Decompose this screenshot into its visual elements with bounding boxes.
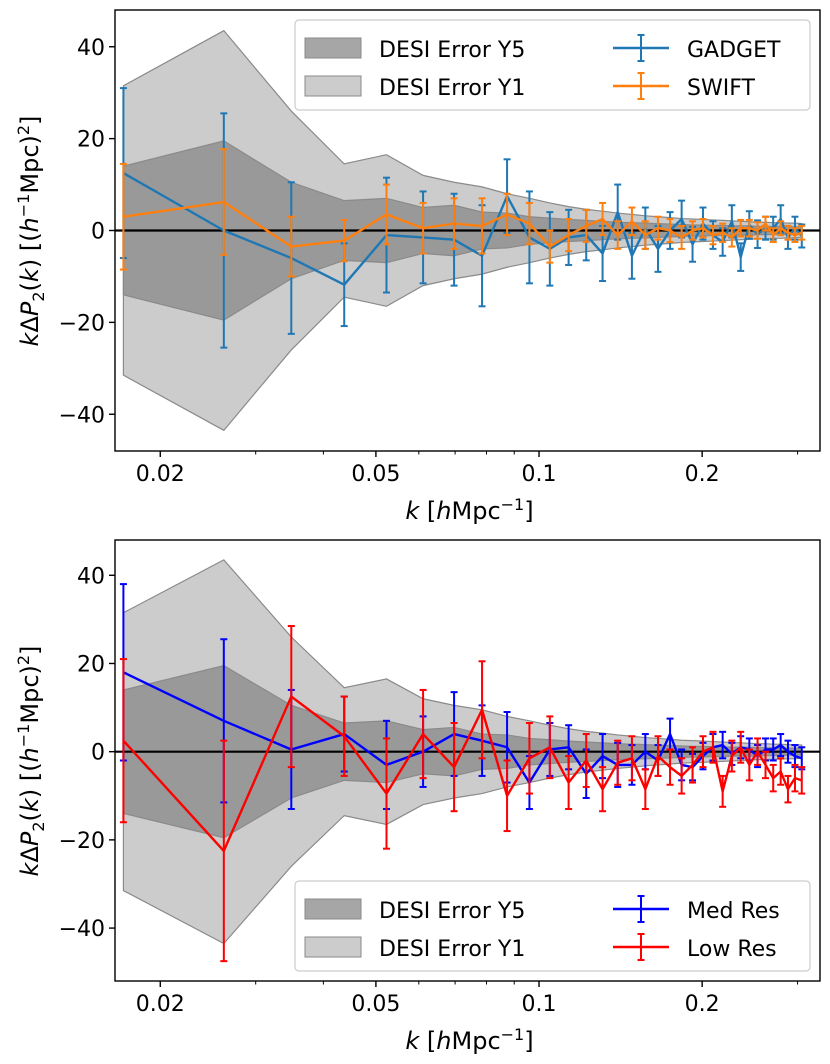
legend: DESI Error Y5 DESI Error Y1 GADGET SWIFT: [294, 19, 811, 111]
y-axis-label: kΔP2(k) [(h−1Mpc)2]: [14, 646, 48, 877]
legend-swatch: [304, 898, 362, 920]
plot-frame: [114, 539, 821, 982]
y-axis-label: kΔP2(k) [(h−1Mpc)2]: [14, 116, 48, 347]
legend-label: DESI Error Y1: [379, 937, 525, 962]
legend-box: [294, 880, 811, 972]
y-tick-label: 20: [77, 128, 105, 153]
y-tick-label: 40: [77, 564, 105, 589]
y-tick-label: 40: [77, 36, 105, 61]
series-low-res: [119, 624, 806, 963]
legend-swatch: [304, 37, 362, 59]
y-tick-label: −40: [59, 403, 105, 428]
legend: DESI Error Y5 DESI Error Y1 Med Res Low Res: [294, 880, 811, 972]
y-tick-label: 0: [91, 220, 105, 245]
chart-panel-2: 40 20 0 −20 −40 0.02 0.05 0.1 0.2 k [hMpc−1] kΔP2(…: [14, 539, 821, 1055]
y-tick-label: −20: [59, 311, 105, 336]
legend-label: Low Res: [687, 937, 777, 962]
legend-swatch: [304, 75, 362, 97]
x-tick-label: 0.1: [522, 462, 557, 487]
series-swift: [119, 148, 806, 278]
legend-label: DESI Error Y1: [379, 76, 525, 101]
legend-swatch: [304, 936, 362, 958]
legend-label: SWIFT: [687, 76, 755, 101]
x-tick-label: 0.05: [351, 462, 400, 487]
y-tick-label: −20: [59, 829, 105, 854]
x-tick-label: 0.05: [351, 992, 400, 1017]
plot-area: [115, 559, 820, 963]
legend-label: GADGET: [687, 38, 781, 63]
x-tick-label: 0.2: [685, 462, 720, 487]
y-tick-label: 20: [77, 652, 105, 677]
plot-area: [115, 29, 820, 432]
x-tick-label: 0.02: [136, 992, 185, 1017]
x-tick-label: 0.2: [685, 992, 720, 1017]
legend-box: [294, 19, 811, 111]
x-axis-label: k [hMpc−1]: [405, 1025, 533, 1055]
series-line: [123, 200, 803, 248]
legend-label: DESI Error Y5: [379, 38, 525, 63]
y-tick-label: 0: [91, 741, 105, 766]
y-tick-label: −40: [59, 917, 105, 942]
legend-label: DESI Error Y5: [379, 899, 525, 924]
x-tick-label: 0.1: [522, 992, 557, 1017]
chart-panel-1: 40 20 0 −20 −40 0.02 0.05 0.1 0.2 k [hMpc−1] kΔP2(…: [14, 9, 821, 525]
legend-label: Med Res: [687, 899, 780, 924]
x-axis-label: k [hMpc−1]: [405, 495, 533, 525]
series-line: [122, 695, 803, 853]
x-tick-label: 0.02: [136, 462, 185, 487]
series-line: [122, 671, 803, 784]
series-line: [122, 172, 803, 286]
